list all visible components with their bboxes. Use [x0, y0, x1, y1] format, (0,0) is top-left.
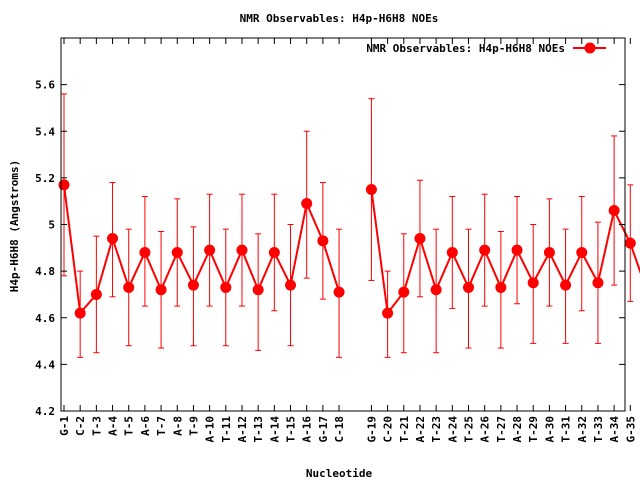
x-tick-label: A-14 [268, 416, 281, 443]
data-point [527, 277, 539, 289]
y-tick-label: 4.4 [35, 358, 55, 371]
legend-marker-swatch [584, 42, 596, 54]
x-tick-label: T-3 [90, 416, 103, 436]
data-point [171, 246, 183, 258]
x-tick-label: A-22 [414, 416, 427, 443]
x-tick-label: T-33 [592, 416, 605, 443]
data-point [382, 307, 394, 319]
y-tick-label: 4.8 [35, 265, 55, 278]
x-tick-label: G-35 [624, 416, 637, 443]
data-point [333, 286, 345, 298]
y-tick-label: 4.6 [35, 312, 55, 325]
x-tick-label: C-20 [382, 416, 395, 443]
series-line [370, 189, 640, 316]
x-tick-label: T-13 [252, 416, 265, 443]
data-point [576, 246, 588, 258]
x-tick-label: T-11 [220, 416, 233, 443]
data-point [107, 232, 119, 244]
data-point [252, 284, 264, 296]
x-tick-label: A-28 [511, 416, 524, 443]
x-tick-label: A-8 [171, 416, 184, 436]
data-point [511, 244, 523, 256]
x-tick-label: A-32 [576, 416, 589, 443]
data-point [446, 246, 458, 258]
x-tick-label: A-24 [446, 416, 459, 443]
x-tick-label: C-2 [74, 416, 87, 436]
data-point [139, 246, 151, 258]
data-point [495, 281, 507, 293]
y-axis: 4.2 4.4 4.6 4.8 5 5.2 5.4 5.6 [35, 79, 625, 418]
x-tick-label: A-16 [301, 416, 314, 443]
x-tick-label: A-10 [204, 416, 217, 443]
y-tick-label: 5.4 [35, 125, 55, 138]
legend: NMR Observables: H4p-H6H8 NOEs [366, 42, 606, 55]
data-point [204, 244, 216, 256]
data-point [398, 286, 410, 298]
x-tick-label: T-21 [398, 416, 411, 443]
y-tick-label: 5.6 [35, 79, 55, 92]
x-tick-label: A-12 [236, 416, 249, 443]
data-point [220, 281, 232, 293]
y-axis-label: H4p-H6H8 (Angstroms) [8, 160, 21, 292]
x-tick-label: C-18 [333, 416, 346, 443]
data-point [301, 198, 313, 210]
data-point [463, 281, 474, 293]
x-tick-label: G-1 [58, 416, 71, 436]
data-point [414, 232, 426, 244]
x-tick-label: G-17 [317, 416, 330, 443]
x-tick-label: A-4 [107, 416, 120, 436]
data-point [236, 244, 248, 256]
x-axis-label: Nucleotide [306, 467, 373, 480]
data-point [560, 279, 572, 291]
chart-marks [58, 93, 640, 358]
x-tick-label: T-23 [430, 416, 443, 443]
x-tick-label: T-5 [123, 416, 136, 436]
y-tick-label: 5.2 [35, 172, 55, 185]
data-point [187, 279, 199, 291]
x-tick-label: T-31 [560, 416, 573, 443]
series-line [63, 184, 341, 316]
data-point [285, 279, 297, 291]
x-tick-label: T-29 [527, 416, 540, 443]
x-tick-label: T-9 [187, 416, 200, 436]
data-point [543, 246, 555, 258]
data-point [624, 237, 636, 249]
x-tick-label: A-34 [608, 416, 621, 443]
data-point [430, 284, 442, 296]
data-point [365, 184, 377, 196]
x-tick-label: G-19 [365, 416, 378, 443]
x-tick-label: A-6 [139, 416, 152, 436]
x-axis: G-1 C-2 T-3 A-4 T-5 A-6 T-7 A-8 T-9 A-10 T-11 A-12 T… [58, 38, 637, 443]
data-point [268, 246, 280, 258]
data-point [608, 205, 620, 217]
data-point [592, 277, 604, 289]
y-tick-label: 5 [48, 219, 55, 232]
data-point [58, 179, 70, 191]
x-tick-label: T-15 [285, 416, 298, 443]
data-point [123, 281, 135, 293]
legend-label: NMR Observables: H4p-H6H8 NOEs [366, 42, 565, 55]
data-point [479, 244, 491, 256]
chart-title: NMR Observables: H4p-H6H8 NOEs [240, 12, 439, 25]
data-point [74, 307, 86, 319]
data-point [155, 284, 167, 296]
x-tick-label: T-27 [495, 416, 508, 443]
data-point [90, 288, 102, 300]
data-point [317, 235, 329, 247]
x-tick-label: A-30 [543, 416, 556, 443]
x-tick-label: T-25 [463, 416, 476, 443]
x-tick-label: A-26 [479, 416, 492, 443]
x-tick-label: T-7 [155, 416, 168, 436]
y-tick-label: 4.2 [35, 405, 55, 418]
